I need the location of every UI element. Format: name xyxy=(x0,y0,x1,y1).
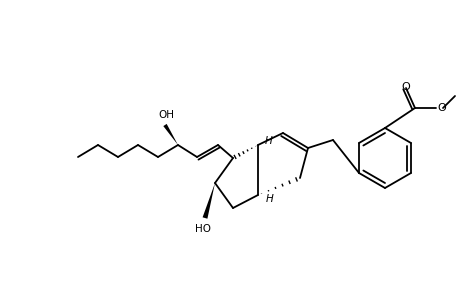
Text: H: H xyxy=(264,136,272,146)
Polygon shape xyxy=(163,124,178,145)
Text: O: O xyxy=(436,103,445,113)
Text: HO: HO xyxy=(195,224,211,234)
Polygon shape xyxy=(202,183,214,219)
Text: OH: OH xyxy=(157,110,174,120)
Text: H: H xyxy=(265,194,273,204)
Text: O: O xyxy=(401,82,409,92)
